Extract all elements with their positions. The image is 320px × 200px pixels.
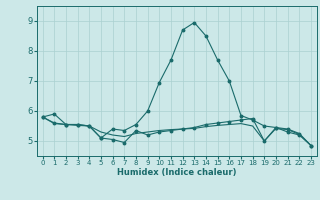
X-axis label: Humidex (Indice chaleur): Humidex (Indice chaleur) [117, 168, 236, 177]
